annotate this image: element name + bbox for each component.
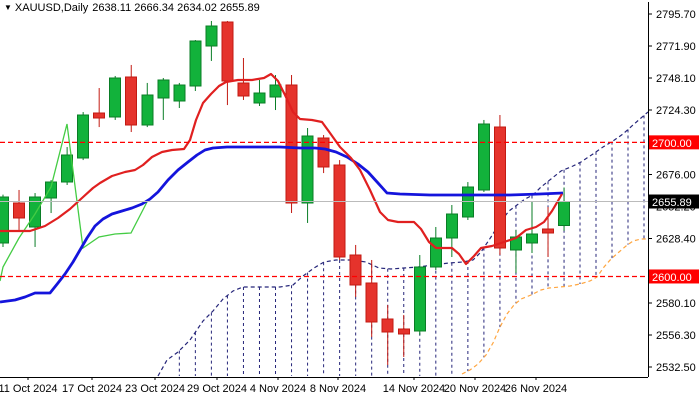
candle-body-down <box>93 112 106 119</box>
plot-area <box>0 20 648 377</box>
chart-symbol-period: XAUUSD,Daily <box>14 2 89 14</box>
price-tick-label: 2795.70 <box>656 9 696 21</box>
candle-body-up <box>253 92 266 104</box>
tenkan-sen-line <box>0 72 563 266</box>
current-price-badge <box>649 194 699 209</box>
chikou-span-line <box>0 123 148 282</box>
candle-body-up <box>558 201 571 226</box>
candle-body-up <box>429 237 442 268</box>
price-tick-label: 2532.50 <box>656 362 696 374</box>
level-price-badge-text: 2700.00 <box>652 138 692 150</box>
candle-body-down <box>221 21 234 82</box>
candle-body-up <box>109 77 122 118</box>
candle-body-down <box>317 137 330 168</box>
candle-body-up <box>29 196 42 228</box>
candle-body-down <box>397 328 410 335</box>
date-tick-label: 20 Nov 2024 <box>444 383 506 395</box>
price-tick-label: 2580.10 <box>656 298 696 310</box>
date-tick-label: 4 Nov 2024 <box>250 383 306 395</box>
candle-body-down <box>381 318 394 333</box>
candle-body-up <box>0 196 9 244</box>
current-price-badge-text: 2655.89 <box>652 197 692 209</box>
level-price-badge <box>649 269 699 284</box>
candle-body-down <box>333 164 346 258</box>
candle-body-down <box>237 82 250 97</box>
candle-body-up <box>77 114 90 159</box>
price-tick-label: 2724.30 <box>656 105 696 117</box>
price-tick-label: 2556.30 <box>656 330 696 342</box>
candle-body-up <box>413 266 426 332</box>
senkou-span-b-line <box>461 238 648 375</box>
date-tick-label: 23 Oct 2024 <box>125 383 185 395</box>
date-tick-label: 17 Oct 2024 <box>62 383 122 395</box>
candle-body-up <box>141 94 154 126</box>
candle-body-up <box>205 25 218 47</box>
candle-body-down <box>349 254 362 286</box>
candle-body-down <box>125 76 138 126</box>
dropdown-arrow-icon[interactable]: ▼ <box>4 3 12 12</box>
date-tick-label: 29 Oct 2024 <box>187 383 247 395</box>
level-price-badge-text: 2600.00 <box>652 272 692 284</box>
date-tick-label: 11 Oct 2024 <box>0 383 58 395</box>
candle-body-up <box>45 181 58 199</box>
candle-body-down <box>542 228 555 234</box>
date-tick-label: 14 Nov 2024 <box>383 383 445 395</box>
candle-body-up <box>189 40 202 87</box>
date-tick-label: 26 Nov 2024 <box>505 383 567 395</box>
level-price-badge <box>649 135 699 150</box>
candle-body-down <box>493 126 506 249</box>
candle-body-up <box>445 213 458 239</box>
candle-body-up <box>461 186 474 218</box>
kijun-sen-line <box>0 145 564 304</box>
chart-title: ▼ XAUUSD,Daily 2638.11 2666.34 2634.02 265… <box>4 2 264 14</box>
price-tick-label: 2676.00 <box>656 170 696 182</box>
candle-body-down <box>365 282 378 323</box>
candle-body-up <box>157 79 170 99</box>
candle-body-up <box>269 84 282 98</box>
candle-body-up <box>301 135 314 204</box>
senkou-span-a-line <box>157 111 648 377</box>
price-tick-label: 2771.90 <box>656 41 696 53</box>
price-tick-label: 2748.10 <box>656 73 696 85</box>
date-tick-label: 8 Nov 2024 <box>310 383 366 395</box>
candle-body-up <box>477 123 490 191</box>
candle-body-down <box>285 84 298 204</box>
candle-body-up <box>173 84 186 102</box>
price-tick-label: 2628.40 <box>656 233 696 245</box>
candle-body-down <box>13 202 26 219</box>
candle-body-up <box>525 233 538 244</box>
chart-ohlc-readout: 2638.11 2666.34 2634.02 2655.89 <box>92 2 260 14</box>
